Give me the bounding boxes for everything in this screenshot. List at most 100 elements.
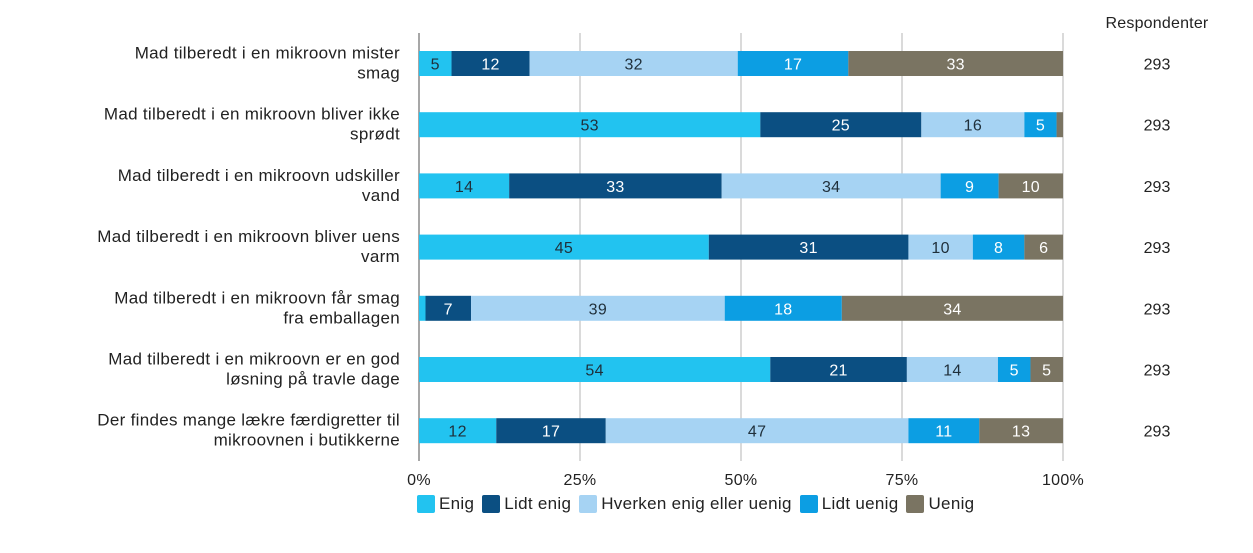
bar-segment — [848, 51, 1063, 76]
bar-segment — [419, 173, 510, 199]
segment-value-label: 33 — [606, 179, 624, 196]
x-tick-label: 50% — [725, 472, 758, 489]
category-label: fra emballagen — [283, 308, 400, 327]
category-label: Mad tilberedt i en mikroovn mister — [135, 44, 400, 63]
segment-value-label: 17 — [784, 57, 802, 74]
bar-segment — [605, 418, 909, 444]
segment-value-label: 32 — [624, 57, 642, 74]
bar-segment — [940, 173, 999, 199]
bar-segment — [1030, 357, 1063, 382]
segment-value-label: 33 — [946, 57, 964, 74]
respondents-count: 293 — [1144, 240, 1171, 257]
segment-value-label: 13 — [1012, 424, 1030, 441]
segment-value-label: 9 — [965, 179, 974, 196]
legend-item: Enig — [417, 494, 474, 514]
bar-segment — [998, 173, 1063, 199]
legend-label: Lidt uenig — [821, 494, 899, 513]
chart-legend: Enig Lidt enig Hverken enig eller uenig Lid… — [417, 494, 1057, 514]
category-label: sprødt — [350, 125, 400, 144]
segment-value-label: 17 — [542, 424, 560, 441]
category-label: Mad tilberedt i en mikroovn får smag — [114, 288, 400, 307]
segment-value-label: 10 — [1022, 179, 1040, 196]
segment-value-label: 6 — [1039, 240, 1048, 257]
bar-segment — [419, 295, 426, 321]
bar-segment — [419, 234, 709, 260]
respondents-count: 293 — [1144, 57, 1171, 74]
segment-value-label: 18 — [774, 301, 792, 318]
x-tick-label: 100% — [1042, 472, 1084, 489]
bar-segment — [419, 418, 497, 444]
category-label: Mad tilberedt i en mikroovn er en god — [108, 350, 400, 369]
bar-segment — [908, 418, 980, 444]
segment-value-label: 8 — [994, 240, 1003, 257]
legend-item: Hverken enig eller uenig — [579, 494, 792, 514]
bar-segment — [451, 51, 530, 76]
respondents-count: 293 — [1144, 424, 1171, 441]
category-label: smag — [357, 64, 400, 83]
bar-segment — [708, 234, 909, 260]
segment-value-label: 34 — [822, 179, 840, 196]
legend-item: Uenig — [906, 494, 974, 514]
segment-value-label: 5 — [1036, 118, 1045, 135]
legend-label: Uenig — [928, 494, 975, 513]
legend-swatch — [579, 495, 598, 513]
bar-segment — [419, 357, 771, 382]
category-label: mikroovnen i butikkerne — [214, 431, 400, 450]
legend-label: Hverken enig eller uenig — [601, 494, 792, 513]
segment-value-label: 47 — [748, 424, 766, 441]
segment-value-label: 54 — [585, 363, 603, 380]
bar-segment — [972, 234, 1025, 260]
respondents-count: 293 — [1144, 363, 1171, 380]
x-tick-label: 75% — [886, 472, 919, 489]
bar-segment — [721, 173, 941, 199]
bar-segment — [1024, 112, 1057, 138]
legend-item: Lidt uenig — [799, 494, 899, 514]
legend-item: Lidt enig — [482, 494, 571, 514]
segment-value-label: 53 — [580, 118, 598, 135]
legend-label: Enig — [439, 494, 475, 513]
segment-value-label: 34 — [943, 301, 961, 318]
segment-value-label: 7 — [444, 301, 453, 318]
bar-segment — [770, 357, 907, 382]
bar-segment — [1024, 234, 1063, 260]
segment-value-label: 45 — [555, 240, 573, 257]
bar-segment — [760, 112, 922, 138]
segment-value-label: 5 — [431, 57, 440, 74]
bar-segment — [997, 357, 1031, 382]
legend-swatch — [482, 495, 501, 513]
bar-segment — [419, 51, 452, 76]
category-label: Mad tilberedt i en mikroovn bliver ikke — [104, 105, 400, 124]
respondents-count: 293 — [1144, 179, 1171, 196]
segment-value-label: 12 — [448, 424, 466, 441]
segment-value-label: 5 — [1010, 363, 1019, 380]
category-label: Der findes mange lækre færdigretter til — [97, 411, 400, 430]
bar-segment — [908, 234, 973, 260]
segment-value-label: 21 — [829, 363, 847, 380]
bar-segment — [906, 357, 998, 382]
category-label: vand — [362, 186, 400, 205]
x-tick-label: 0% — [407, 472, 431, 489]
bar-segment — [496, 418, 606, 444]
category-label: løsning på travle dage — [226, 370, 400, 389]
category-label: varm — [361, 247, 400, 266]
segment-value-label: 12 — [481, 57, 499, 74]
respondents-header: Respondenter — [1106, 15, 1209, 32]
bar-segment — [419, 112, 761, 138]
bar-segment — [529, 51, 738, 76]
segment-value-label: 16 — [964, 118, 982, 135]
legend-swatch — [906, 495, 925, 513]
bar-segment — [979, 418, 1063, 444]
segment-value-label: 11 — [935, 424, 952, 441]
segment-value-label: 25 — [832, 118, 850, 135]
bar-segment — [509, 173, 722, 199]
legend-label: Lidt enig — [504, 494, 572, 513]
legend-swatch — [799, 495, 818, 513]
segment-value-label: 14 — [943, 363, 961, 380]
category-label: Mad tilberedt i en mikroovn udskiller — [118, 166, 400, 185]
segment-value-label: 31 — [799, 240, 817, 257]
segment-value-label: 39 — [589, 301, 607, 318]
respondents-count: 293 — [1144, 118, 1171, 135]
bar-segment — [737, 51, 849, 76]
x-tick-label: 25% — [564, 472, 597, 489]
